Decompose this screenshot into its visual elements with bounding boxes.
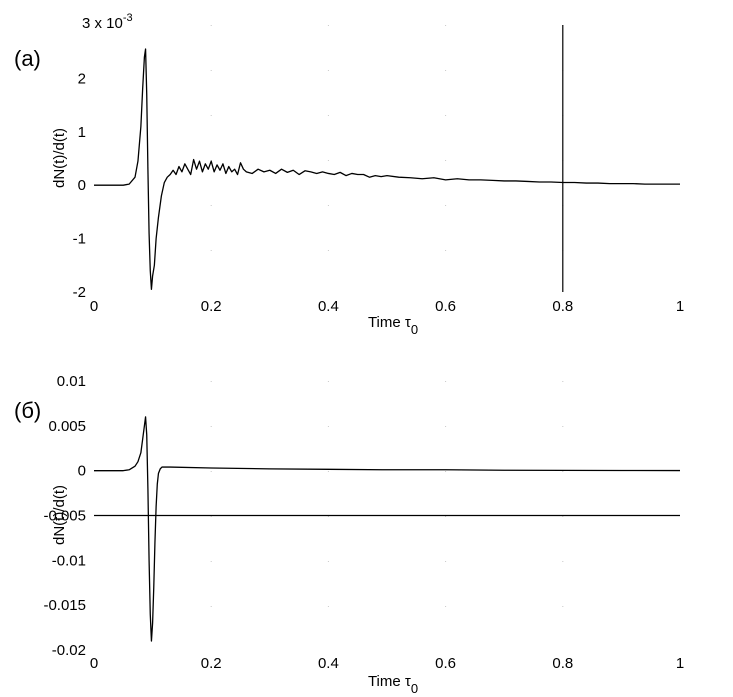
x-tick-label: 0.2 (201, 298, 222, 315)
x-axis-label: Time τ0 (368, 673, 418, 696)
y-tick-label: 0 (78, 177, 86, 194)
y-exponent-label: 3 x 10-3 (82, 12, 133, 32)
y-tick-label: 2 (78, 70, 86, 87)
x-tick-label: 0.8 (552, 298, 573, 315)
x-tick-label: 0.4 (318, 655, 339, 672)
y-tick-label: -0.005 (43, 508, 86, 525)
x-tick-label: 0.4 (318, 298, 339, 315)
x-axis-label-subscript: 0 (411, 681, 418, 696)
x-axis-label-symbol: τ (405, 314, 411, 331)
x-tick-label: 1 (676, 298, 684, 315)
x-tick-label: 0.6 (435, 655, 456, 672)
y-axis-label: dN(t)/d(t) (51, 128, 68, 188)
panel-label: (a) (14, 46, 41, 71)
x-axis-label-text: Time (368, 314, 405, 331)
y-tick-label: -0.015 (43, 597, 86, 614)
y-tick-label: -1 (73, 231, 86, 248)
y-axis-label: dN(t)/d(t) (51, 485, 68, 545)
x-tick-label: 0.8 (552, 655, 573, 672)
y-tick-label: 1 (78, 124, 86, 141)
x-axis-label-symbol: τ (405, 673, 411, 690)
y-exponent-power: -3 (123, 12, 133, 24)
x-tick-label: 0 (90, 298, 98, 315)
x-tick-label: 1 (676, 655, 684, 672)
data-series-line (94, 48, 680, 290)
chart-panel-2: 0 0.2 0.4 0.6 0.8 1 -0.02 -0.015 -0.01 -0.005 0 0.0… (14, 373, 684, 696)
x-axis-label: Time τ0 (368, 314, 418, 337)
y-tick-label: 0.01 (57, 373, 86, 390)
x-axis-label-subscript: 0 (411, 322, 418, 337)
y-tick-label: -2 (73, 284, 86, 301)
y-tick-label: 0.005 (48, 418, 86, 435)
y-tick-label: 0 (78, 463, 86, 480)
y-tick-label: -0.01 (52, 552, 86, 569)
x-tick-label: 0.2 (201, 655, 222, 672)
x-tick-label: 0.6 (435, 298, 456, 315)
panel-label: (б) (14, 398, 41, 423)
y-tick-label: -0.02 (52, 642, 86, 659)
x-axis-label-text: Time (368, 673, 405, 690)
data-series-line (94, 416, 681, 642)
x-tick-label: 0 (90, 655, 98, 672)
